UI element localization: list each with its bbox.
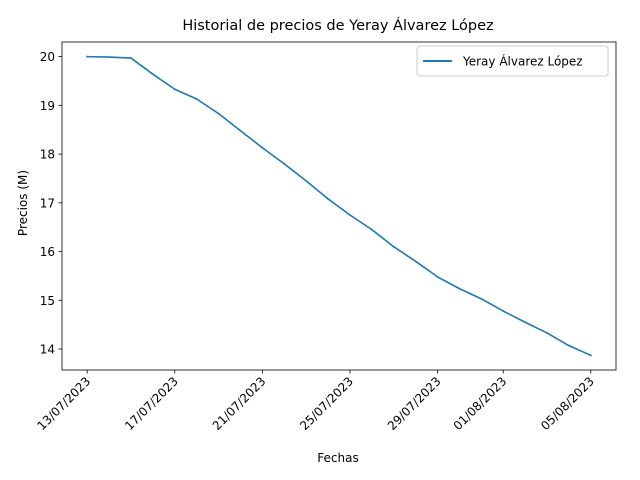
- data-point: [414, 260, 417, 263]
- data-point: [283, 162, 286, 165]
- x-axis-label: Fechas: [317, 451, 358, 465]
- data-point: [458, 287, 461, 290]
- data-point: [502, 310, 505, 312]
- y-tick-label: 20: [40, 50, 55, 64]
- axes-frame: [61, 41, 617, 371]
- series-line-0: [86, 55, 592, 357]
- legend: Yeray Álvarez López: [416, 45, 609, 77]
- data-point: [130, 57, 132, 59]
- y-tick-label: 17: [40, 196, 55, 210]
- data-point: [173, 88, 176, 91]
- data-point: [195, 98, 198, 100]
- y-tick-label: 16: [40, 245, 55, 259]
- chart-title: Historial de precios de Yeray Álvarez Ló…: [182, 17, 493, 34]
- data-point: [480, 297, 483, 300]
- y-tick-label: 14: [40, 343, 55, 357]
- y-tick-label: 19: [40, 99, 55, 113]
- plot-area: [86, 55, 592, 357]
- y-tick-label: 18: [40, 148, 55, 162]
- legend-label: Yeray Álvarez López: [462, 54, 583, 69]
- data-point: [239, 129, 242, 132]
- data-point: [86, 55, 89, 58]
- data-point: [436, 276, 439, 278]
- data-point: [392, 245, 395, 248]
- data-point: [108, 56, 110, 59]
- data-point: [589, 354, 592, 357]
- legend-box: [416, 45, 609, 77]
- data-point: [568, 344, 570, 347]
- data-point: [524, 321, 527, 324]
- data-point: [151, 73, 154, 76]
- data-point: [305, 180, 308, 182]
- data-point: [349, 214, 351, 216]
- data-point: [261, 146, 264, 149]
- data-point: [217, 112, 220, 115]
- data-point: [370, 228, 373, 231]
- y-axis-label: Precios (M): [16, 170, 30, 236]
- data-point: [546, 332, 548, 334]
- data-point: [327, 198, 329, 200]
- y-tick-label: 15: [40, 294, 55, 308]
